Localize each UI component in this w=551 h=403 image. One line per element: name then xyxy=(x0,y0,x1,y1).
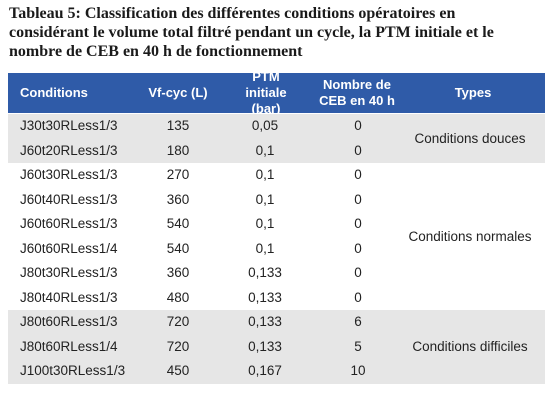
table-cell: 6 xyxy=(354,314,362,329)
table-cell: 0,1 xyxy=(255,142,275,158)
type-cell: Conditions normales xyxy=(408,228,532,244)
table-cell: 720 xyxy=(166,338,190,354)
table-cell: 0,167 xyxy=(248,363,282,378)
title-line: Tableau 5: Classification des différente… xyxy=(9,5,456,22)
table-header: Conditions Vf-cyc (L) PTM initiale (bar) No… xyxy=(8,69,545,116)
table-cell: 0,133 xyxy=(248,265,282,280)
table-cell: 135 xyxy=(166,118,190,133)
table-cell: J80t60RLess1/3 xyxy=(20,314,118,329)
table-cell: 0,1 xyxy=(255,191,275,207)
table-cell: 540 xyxy=(166,216,190,231)
table-cell: 0,05 xyxy=(251,118,279,133)
table-cell: 0 xyxy=(354,265,362,280)
row-band xyxy=(8,114,545,163)
table-cell: J60t40RLess1/3 xyxy=(20,191,118,207)
table-cell: J60t60RLess1/4 xyxy=(20,240,118,256)
header-cell: Conditions xyxy=(20,85,88,100)
table-cell: 0 xyxy=(354,216,362,231)
title-line: considérant le volume total filtré penda… xyxy=(9,24,494,41)
table-cell: 0,133 xyxy=(248,314,282,329)
table-cell: 0 xyxy=(354,191,362,207)
table-cell: 5 xyxy=(354,338,362,354)
table-cell: J80t30RLess1/3 xyxy=(20,265,118,280)
table-cell: 0,133 xyxy=(248,289,282,305)
table-cell: 0 xyxy=(354,167,362,182)
table-cell: 480 xyxy=(166,289,190,305)
table-cell: 0 xyxy=(354,289,362,305)
table-cell: 0 xyxy=(354,142,362,158)
table-cell: 450 xyxy=(166,363,190,378)
table-cell: J100t30RLess1/3 xyxy=(20,363,126,378)
table-cell: J30t30RLess1/3 xyxy=(20,118,118,133)
table-cell: 720 xyxy=(166,314,190,329)
table-cell: 180 xyxy=(166,142,190,158)
row-band xyxy=(8,310,545,384)
table-cell: 540 xyxy=(166,240,190,256)
table-cell: 360 xyxy=(166,265,190,280)
title-line: nombre de CEB en 40 h de fonctionnement xyxy=(9,43,303,60)
table-cell: 270 xyxy=(166,167,190,182)
table-cell: 10 xyxy=(350,363,366,378)
header-cell: PTM initiale (bar) xyxy=(245,69,287,116)
type-cell: Conditions douces xyxy=(414,130,526,146)
table-cell: J60t60RLess1/3 xyxy=(20,216,118,231)
table-title: Tableau 5: Classification des différente… xyxy=(9,4,494,61)
table-cell: 0 xyxy=(354,240,362,256)
type-cell: Conditions difficiles xyxy=(412,338,528,354)
table-cell: J60t30RLess1/3 xyxy=(20,167,118,182)
table-cell: 0,1 xyxy=(255,240,275,256)
table-cell: 0,133 xyxy=(248,338,282,354)
header-cell: Vf-cyc (L) xyxy=(148,85,208,100)
table-cell: 360 xyxy=(166,191,190,207)
table-cell: J60t20RLess1/3 xyxy=(20,142,118,158)
table-cell: J80t60RLess1/4 xyxy=(20,338,118,354)
table-cell: J80t40RLess1/3 xyxy=(20,289,118,305)
table-cell: 0,1 xyxy=(255,216,275,231)
table-cell: 0 xyxy=(354,118,362,133)
table-cell: 0,1 xyxy=(255,167,275,182)
header-cell: Nombre de CEB en 40 h xyxy=(319,77,395,108)
header-cell: Types xyxy=(454,85,492,100)
